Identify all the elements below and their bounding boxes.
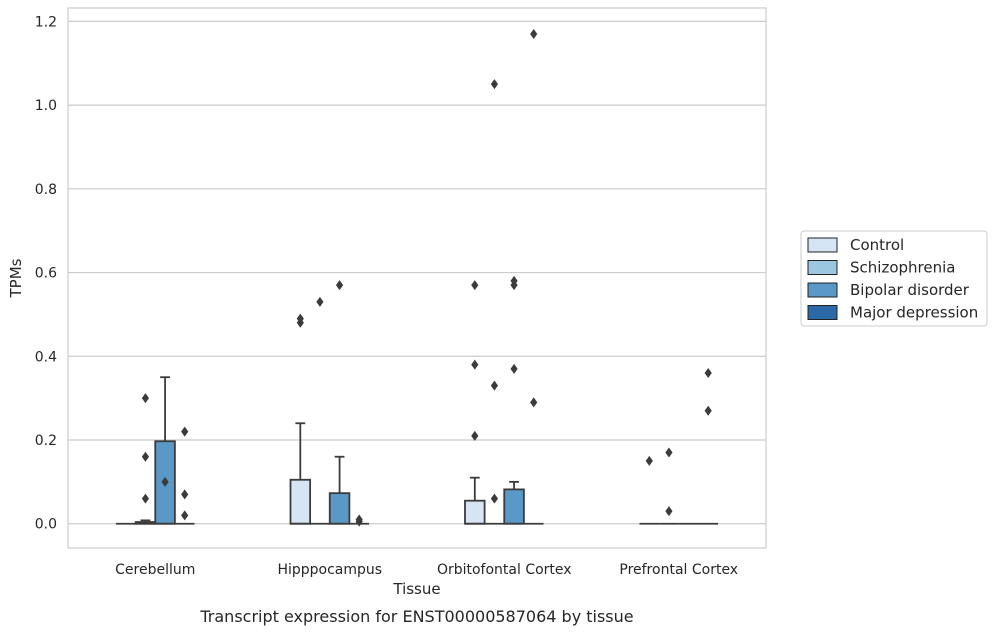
legend-label: Major depression <box>850 304 978 322</box>
box-1-2 <box>328 455 351 525</box>
outlier-point <box>471 280 479 291</box>
outlier-point <box>161 476 169 487</box>
chart-caption: Transcript expression for ENST0000058706… <box>199 607 633 626</box>
outlier-point <box>490 380 499 391</box>
outlier-point <box>296 313 304 324</box>
outlier-point <box>335 280 344 291</box>
outlier-point <box>665 506 673 517</box>
x-tick-label: Hipppocampus <box>277 562 382 578</box>
legend-swatch <box>807 305 838 320</box>
outlier-point <box>316 296 324 307</box>
x-tick-label: Cerebellum <box>115 562 195 578</box>
y-tick-label: 1.0 <box>35 98 57 114</box>
legend-swatch <box>807 237 838 253</box>
x-axis-title: Tissue <box>392 580 440 598</box>
legend-swatch <box>807 260 838 275</box>
box-body <box>328 492 351 525</box>
box-1-0 <box>289 422 312 525</box>
x-tick-label: Orbitofontal Cortex <box>437 562 572 578</box>
boxes <box>115 376 719 525</box>
x-tick-labels: Cerebellum Hipppocampus Orbitofontal Corte… <box>115 562 738 578</box>
box-2-2 <box>503 480 525 525</box>
outlier-point <box>141 493 150 504</box>
outlier-point <box>355 514 363 525</box>
outlier-point <box>181 510 189 521</box>
legend-item: Major depression <box>807 304 978 322</box>
legend-frame <box>800 230 988 327</box>
box-body <box>289 478 312 525</box>
outlier-point <box>490 79 499 90</box>
box-0-1 <box>134 519 157 525</box>
y-tick-label: 0.2 <box>35 433 57 449</box>
outlier-point <box>141 451 150 462</box>
legend-item: Bipolar disorder <box>807 281 970 299</box>
outlier-point <box>530 397 538 408</box>
box-body <box>503 488 525 525</box>
outlier-point <box>181 489 189 500</box>
outlier-point <box>510 363 518 374</box>
outlier-point <box>141 393 150 404</box>
box-2-0 <box>464 476 486 525</box>
legend-swatch <box>807 282 838 298</box>
y-tick-label: 0.6 <box>35 266 57 282</box>
y-tick-label: 0.8 <box>35 182 57 198</box>
plot-frame <box>67 7 767 549</box>
outlier-point <box>530 28 538 39</box>
y-tick-label: 1.2 <box>35 14 57 30</box>
legend-item: Control <box>807 236 904 254</box>
y-tick-label: 0.4 <box>35 349 57 365</box>
legend-label: Schizophrenia <box>850 259 955 277</box>
outlier-point <box>181 426 189 437</box>
box-0-2 <box>154 376 176 525</box>
outlier-point <box>645 455 653 466</box>
y-tick-labels: 0.0 0.2 0.4 0.6 0.8 1.0 1.2 <box>35 14 57 532</box>
y-tick-label: 0.0 <box>35 517 57 533</box>
outlier-point <box>471 430 479 441</box>
outlier-point <box>510 275 518 286</box>
outlier-point <box>471 359 479 370</box>
outlier-point <box>704 405 712 416</box>
x-tick-label: Prefrontal Cortex <box>619 562 738 578</box>
legend-label: Control <box>850 236 904 254</box>
outlier-point <box>704 368 712 379</box>
legend-label: Bipolar disorder <box>850 281 970 299</box>
grid-lines <box>68 20 766 525</box>
outlier-points <box>141 28 712 527</box>
y-axis-title: TPMs <box>7 258 25 298</box>
outlier-point <box>665 447 673 458</box>
box-body <box>464 499 486 525</box>
legend: Control Schizophrenia Bipolar disorder Majo… <box>800 230 988 327</box>
legend-item: Schizophrenia <box>807 259 955 277</box>
outlier-point <box>490 493 499 504</box>
